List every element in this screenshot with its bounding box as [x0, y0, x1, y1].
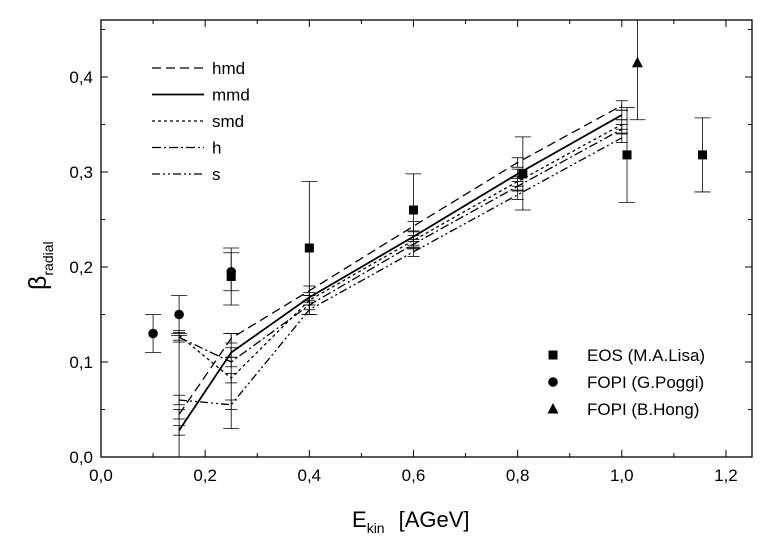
legend-marker-triangle: [547, 403, 559, 414]
marker-square: [698, 150, 708, 160]
x-tick-label: 0,0: [89, 466, 113, 485]
x-axis-unit: [AGeV]: [399, 507, 470, 532]
legend-label-mmd: mmd: [212, 86, 250, 105]
x-tick-label: 1,0: [610, 466, 634, 485]
y-tick-label: 0,4: [69, 68, 93, 87]
axis-ticks: [100, 20, 752, 458]
legend-label: FOPI (B.Hong): [587, 400, 699, 419]
marker-circle: [148, 328, 158, 339]
legend-models: hmd mmd smd hs: [152, 59, 250, 184]
plot-frame: [100, 19, 753, 458]
legend-marker-square: [548, 350, 558, 360]
legend-label: EOS (M.A.Lisa): [587, 346, 705, 365]
legend-label-smd: smd: [212, 112, 244, 131]
legend-label: FOPI (G.Poggi): [587, 373, 704, 392]
marker-square: [304, 243, 314, 253]
y-axis-main: β: [24, 276, 52, 290]
marker-circle: [174, 309, 184, 320]
x-axis-sub: kin: [367, 520, 385, 536]
line-h: [178, 128, 623, 363]
x-tick-label: 0,2: [193, 466, 217, 485]
legend-marker-circle: [548, 377, 558, 387]
legend-label-h: h: [212, 139, 221, 158]
y-tick-label: 0,1: [69, 353, 93, 372]
x-tick-label: 1,2: [714, 466, 738, 485]
marker-triangle: [631, 56, 643, 68]
x-tick-label: 0,4: [297, 466, 321, 485]
tick-labels: 0,0 0,2 0,4 0,6 0,8 1,0 1,2 0,0 0,1 0,2 0,3 0,4: [69, 68, 737, 485]
x-tick-label: 0,8: [506, 466, 530, 485]
line-mmd: [178, 114, 623, 431]
legend-label-s: s: [212, 165, 221, 184]
legend-label-hmd: hmd: [212, 59, 245, 78]
x-axis-main: E: [352, 507, 367, 532]
line-s: [179, 137, 623, 406]
line-hmd: [178, 104, 623, 415]
x-tick-label: 0,6: [402, 466, 426, 485]
data-markers: [148, 56, 708, 339]
y-tick-label: 0,3: [69, 163, 93, 182]
x-axis-title: Ekin [AGeV]: [352, 507, 470, 536]
y-tick-label: 0,0: [69, 448, 93, 467]
marker-square: [408, 205, 418, 215]
y-axis-title: βradial: [24, 241, 56, 290]
line-smd: [178, 123, 623, 380]
y-axis-sub: radial: [40, 241, 56, 275]
marker-square: [518, 169, 528, 179]
marker-circle: [226, 266, 236, 277]
legend-data: EOS (M.A.Lisa) FOPI (G.Poggi) FOPI (B.Hong…: [547, 346, 705, 419]
marker-square: [622, 150, 632, 160]
model-lines: [178, 104, 623, 431]
y-tick-label: 0,2: [69, 258, 93, 277]
